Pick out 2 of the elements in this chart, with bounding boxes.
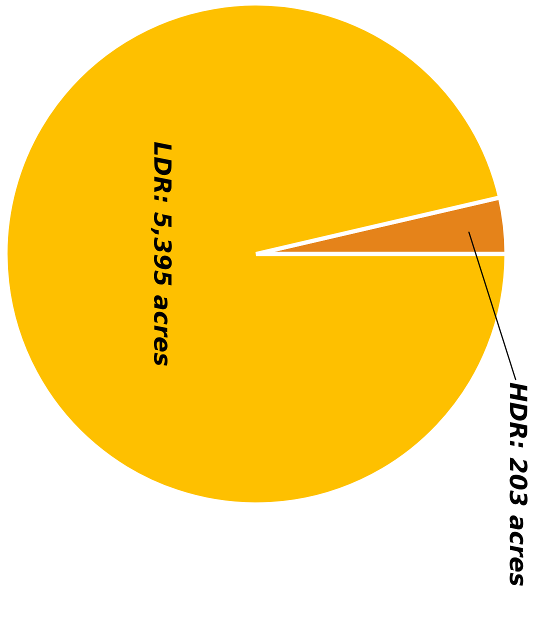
slice-label: LDR: 5,395 acres — [150, 142, 172, 366]
slice-label: HDR: 203 acres — [510, 382, 528, 586]
